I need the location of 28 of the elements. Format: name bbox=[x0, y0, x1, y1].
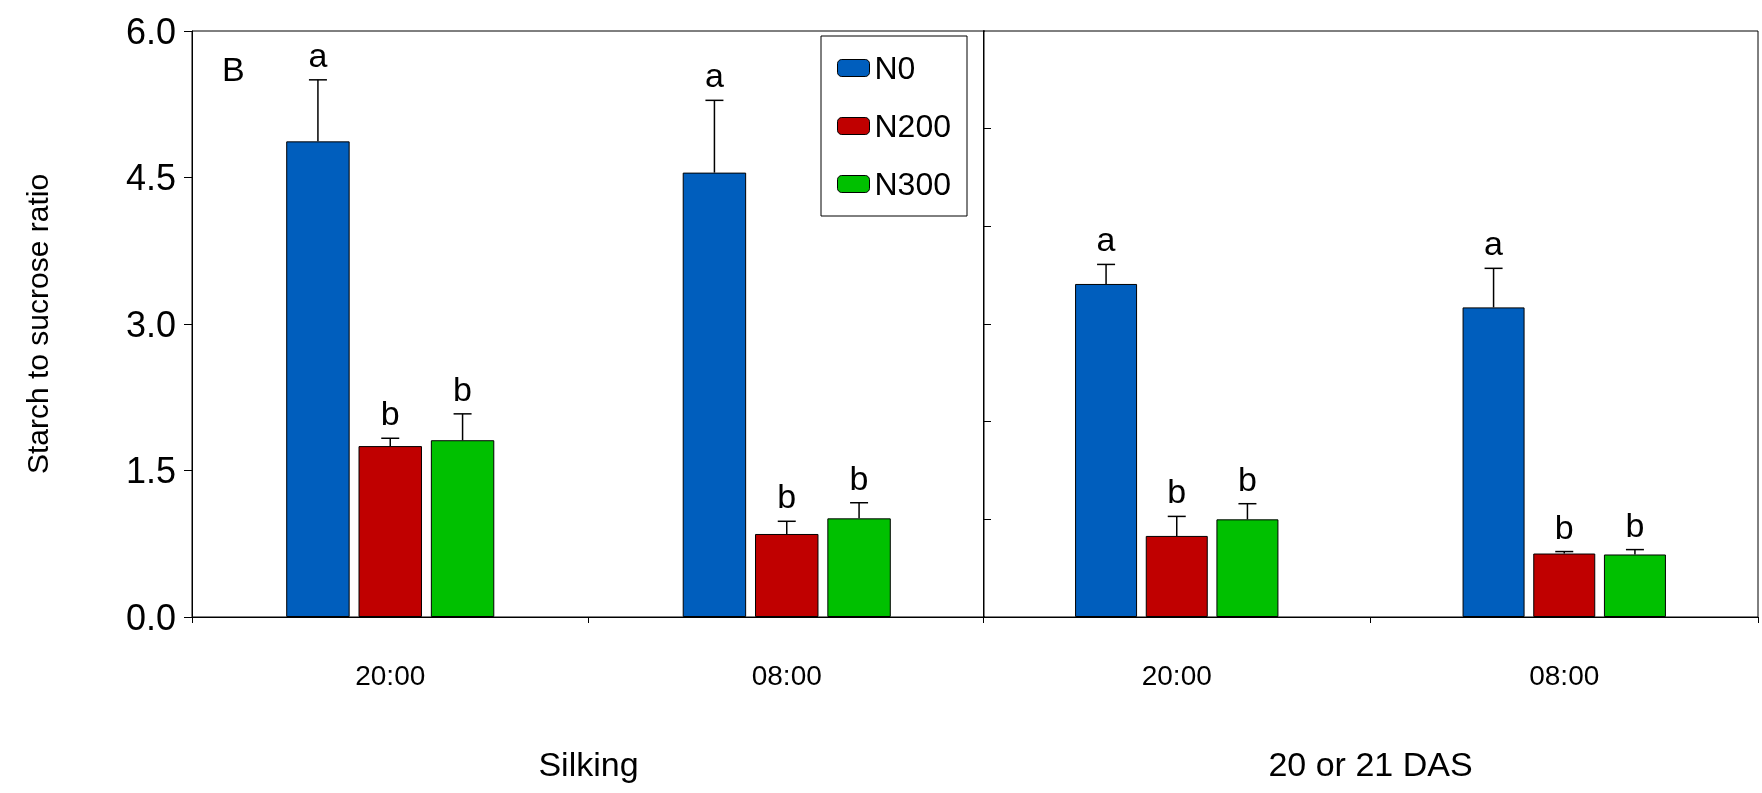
legend-label: N300 bbox=[874, 166, 951, 202]
y-tick-label: 4.5 bbox=[125, 157, 176, 198]
data-label: b bbox=[453, 369, 473, 408]
x-tick-label: 20:00 bbox=[355, 659, 426, 691]
data-label: a bbox=[308, 35, 328, 74]
data-label: b bbox=[1554, 507, 1574, 546]
y-tick-label: 6.0 bbox=[125, 10, 176, 52]
data-label: a bbox=[1484, 224, 1504, 263]
y-tick-label: 1.5 bbox=[125, 450, 176, 491]
x-axis-title: Silking bbox=[538, 745, 639, 783]
y-axis-title: Starch to sucrose ratio bbox=[20, 173, 54, 475]
data-label: b bbox=[1167, 472, 1187, 511]
y-tick-label: 3.0 bbox=[125, 303, 176, 345]
data-label: b bbox=[1237, 459, 1257, 498]
x-axis-title: 20 or 21 DAS bbox=[1268, 745, 1473, 783]
annotation: B bbox=[222, 50, 245, 88]
x-tick-label: 08:00 bbox=[1529, 659, 1600, 691]
data-label: b bbox=[849, 458, 869, 497]
data-label: a bbox=[1096, 220, 1116, 259]
x-tick-label: 08:00 bbox=[751, 659, 822, 691]
legend-label: N0 bbox=[874, 50, 916, 86]
data-label: b bbox=[380, 394, 400, 433]
y-tick-label: 0.0 bbox=[125, 596, 176, 638]
legend-label: N200 bbox=[874, 108, 951, 144]
data-label: b bbox=[777, 477, 797, 516]
data-label: b bbox=[1625, 505, 1645, 544]
data-label: a bbox=[704, 56, 724, 95]
x-tick-label: 20:00 bbox=[1141, 659, 1212, 691]
